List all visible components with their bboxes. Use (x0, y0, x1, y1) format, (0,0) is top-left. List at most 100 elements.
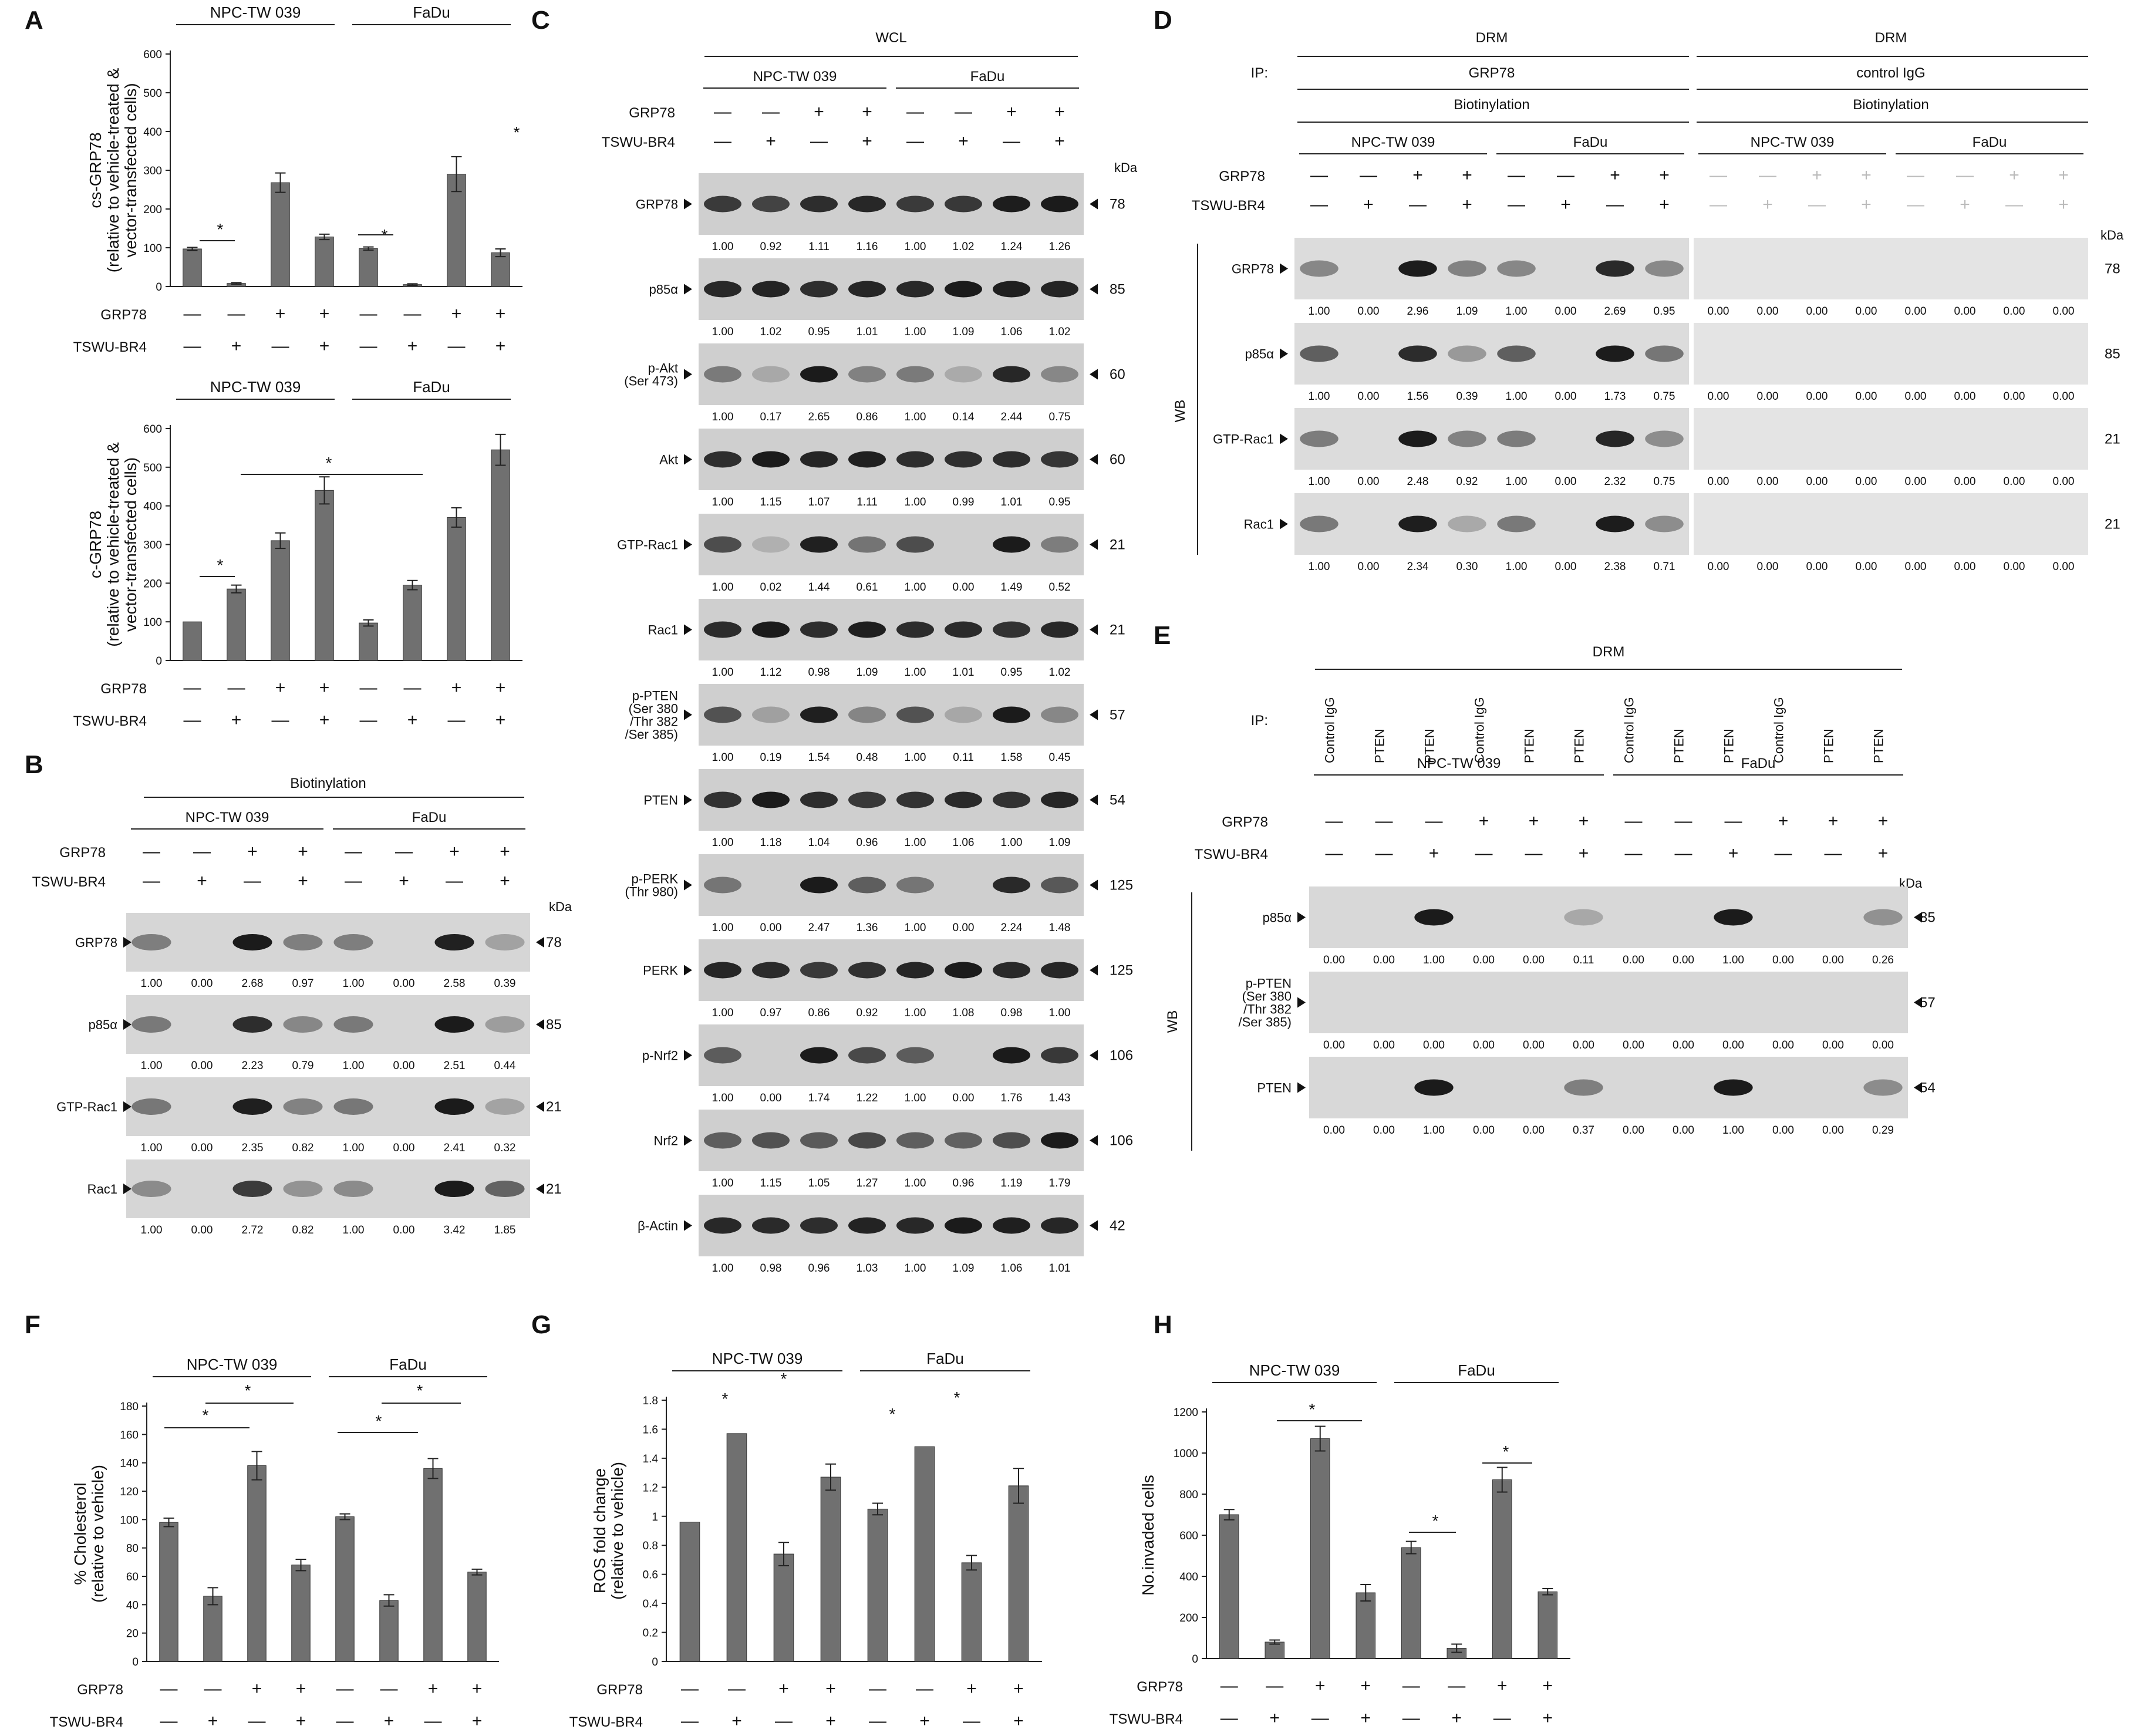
d-sign-grp78: + (1610, 166, 1620, 185)
c-blot-label: p-PTEN (Ser 380/Thr 382/Ser 385) (625, 689, 679, 742)
d-quant-value: 1.73 (1604, 390, 1626, 403)
e-quant-value: 0.00 (1722, 1039, 1744, 1051)
A-top-sign: — (360, 336, 377, 356)
d-sign-tswu-igg: + (2058, 195, 2069, 214)
d-igg-quant-value: 0.00 (2004, 561, 2025, 573)
H-bar (1310, 1438, 1330, 1659)
c-quant-value: 0.86 (857, 411, 878, 423)
c-kda-value: 57 (1110, 707, 1125, 723)
b-sign-grp78: + (298, 842, 308, 861)
d-sign-tswu-igg: + (1960, 195, 1970, 214)
b-band (132, 1098, 171, 1115)
e-quant-value: 0.00 (1772, 1039, 1794, 1051)
c-arrow-left (684, 879, 692, 891)
d-kda-value: 21 (2105, 432, 2120, 447)
e-quant-value: 0.00 (1623, 1124, 1644, 1137)
c-arrow-right (1090, 1135, 1098, 1146)
A-bottom-sign: — (448, 710, 466, 730)
d-igg-quant-value: 0.00 (1806, 390, 1828, 403)
e-quant-value: 0.00 (1473, 1124, 1495, 1137)
g-star: * (722, 1390, 729, 1408)
c-band (896, 1047, 934, 1064)
A-top-y-tick-label: 600 (143, 49, 162, 61)
a-top-star: * (514, 123, 520, 141)
b-quant-value: 0.44 (494, 1060, 516, 1072)
e-blot-label: p85α (1263, 911, 1292, 925)
d-igg-quant-value: 0.00 (1806, 476, 1828, 488)
F-sign: — (160, 1711, 178, 1731)
A-bottom-sign: + (319, 710, 330, 730)
d-sign-grp78-igg: — (1956, 166, 1974, 185)
A-bottom-sign: — (228, 678, 245, 697)
d-sign-grp78: + (1412, 166, 1423, 185)
d-igg-quant-value: 0.00 (1708, 476, 1729, 488)
c-blot-label: β-Actin (638, 1219, 678, 1233)
c-quant-value: 1.02 (1049, 666, 1071, 679)
c-sign-grp78: + (862, 102, 872, 122)
A-top-y-tick-label: 500 (143, 87, 162, 100)
panel-letter-b: B (25, 750, 43, 779)
d-igg-quant-value: 0.00 (1856, 561, 1877, 573)
b-quant-value: 2.23 (242, 1060, 264, 1072)
panel-letter-d: D (1154, 6, 1172, 35)
c-quant-value: 0.19 (760, 751, 782, 764)
d-quant-value: 0.30 (1456, 561, 1478, 573)
c-quant-value: 1.03 (857, 1262, 878, 1275)
e-sign-tswu: — (1525, 844, 1543, 863)
c-band (704, 791, 741, 808)
A-top-sign: + (319, 304, 330, 323)
e-band (1714, 909, 1753, 926)
c-quant-value: 0.92 (857, 1007, 878, 1019)
c-arrow-left (684, 1135, 692, 1146)
A-top-y-tick-label: 0 (156, 281, 162, 294)
c-quant-value: 0.14 (953, 411, 975, 423)
G-bar (820, 1477, 841, 1662)
c-sign-tswu: — (1003, 132, 1020, 151)
e-ip-lane-label: PTEN (1872, 729, 1886, 763)
d-igg-quant-value: 0.00 (1954, 476, 1976, 488)
c-quant-value: 1.16 (857, 241, 878, 253)
F-y-tick-label: 40 (126, 1599, 139, 1612)
H-y-tick-label: 1000 (1174, 1448, 1198, 1460)
e-ip-lane-label: PTEN (1422, 729, 1437, 763)
d-band (1300, 430, 1338, 447)
c-quant-value: 1.00 (905, 666, 926, 679)
e-sign-tswu: — (1625, 844, 1643, 863)
b-band (333, 1098, 373, 1115)
c-kda-value: 85 (1110, 282, 1125, 298)
c-arrow-right (1090, 879, 1098, 891)
d-group-label: FaDu (1973, 134, 2007, 150)
e-sign-tswu: — (1675, 844, 1692, 863)
c-band (1041, 281, 1078, 298)
d-sign-tswu: + (1560, 195, 1571, 214)
b-quant-value: 1.00 (343, 977, 365, 990)
e-ip-lane-label: PTEN (1672, 729, 1687, 763)
e-quant-value: 0.37 (1573, 1124, 1594, 1137)
b-quant-value: 1.00 (343, 1224, 365, 1236)
b-band (283, 1098, 323, 1115)
c-band (800, 791, 838, 808)
F-y-tick-label: 80 (126, 1543, 139, 1555)
c-quant-value: 1.06 (953, 837, 975, 849)
c-quant-value: 1.00 (905, 1262, 926, 1275)
c-band (945, 962, 982, 979)
c-band (848, 281, 886, 298)
d-quant-value: 1.00 (1309, 390, 1330, 403)
d-igg-quant-value: 0.00 (1856, 305, 1877, 318)
A-bottom-bar (315, 490, 334, 661)
c-band (800, 281, 838, 298)
d-band (1448, 260, 1486, 277)
e-arrow-right (1914, 912, 1922, 923)
e-quant-value: 0.00 (1673, 1124, 1694, 1137)
panel-letter-g: G (531, 1310, 552, 1339)
F-bar (247, 1465, 267, 1662)
c-arrow-right (1090, 1220, 1098, 1231)
d-band (1398, 515, 1437, 532)
c-band (752, 195, 790, 213)
G-group-0: NPC-TW 039 (712, 1350, 803, 1367)
A-top-sign: + (275, 304, 286, 323)
d-quant-value: 0.00 (1555, 476, 1577, 488)
c-band (993, 706, 1030, 723)
c-band (848, 877, 886, 894)
c-quant-value: 1.44 (808, 581, 830, 594)
